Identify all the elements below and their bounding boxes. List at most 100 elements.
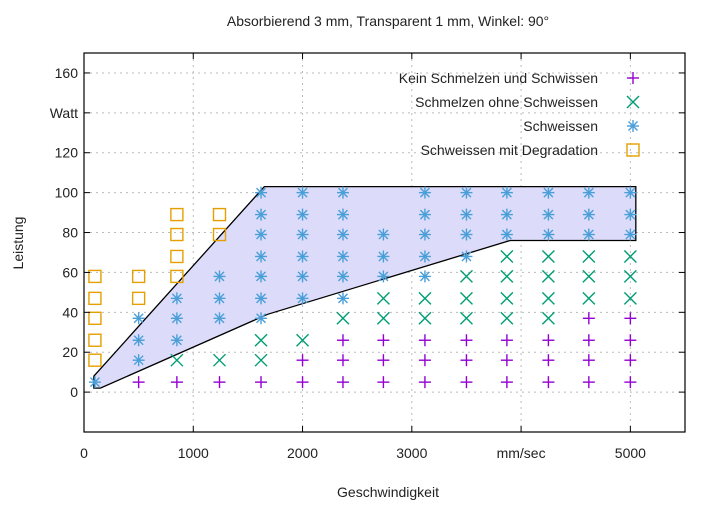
- point-plus: [460, 354, 473, 367]
- point-plus: [170, 376, 183, 389]
- point-star: [336, 250, 349, 263]
- legend-label: Schweissen: [523, 118, 598, 134]
- point-plus: [213, 376, 226, 389]
- point-star: [542, 186, 555, 199]
- point-star: [500, 208, 513, 221]
- x-tick-label: 5000: [615, 445, 646, 461]
- x-axis-label: Geschwindigkeit: [337, 484, 439, 500]
- point-star: [418, 250, 431, 263]
- point-star: [624, 228, 637, 241]
- point-plus: [418, 376, 431, 389]
- point-x: [541, 269, 555, 283]
- series-x: [170, 249, 637, 367]
- axis-ticks: 0 1000 2000 3000 mm/sec 5000 0 20 40 60 80 100 120 Wa…: [50, 53, 685, 461]
- point-star: [296, 228, 309, 241]
- point-star: [460, 250, 473, 263]
- series-square: [88, 207, 227, 367]
- point-plus: [624, 312, 637, 325]
- x-tick-label: 2000: [287, 445, 318, 461]
- point-star: [132, 334, 145, 347]
- point-square: [212, 207, 227, 222]
- x-tick-label: 1000: [178, 445, 209, 461]
- point-star: [336, 270, 349, 283]
- legend: Kein Schmelzen und Schwissen Schmelzen oh…: [399, 70, 640, 158]
- point-plus: [418, 334, 431, 347]
- point-x: [213, 353, 226, 367]
- legend-label: Schmelzen ohne Schweissen: [415, 94, 598, 110]
- point-star: [255, 292, 268, 305]
- point-plus: [582, 312, 595, 325]
- point-star: [377, 250, 390, 263]
- point-star: [582, 228, 595, 241]
- point-star: [418, 186, 431, 199]
- point-x: [170, 353, 184, 367]
- point-star: [582, 208, 595, 221]
- point-square: [170, 269, 184, 284]
- point-plus: [624, 354, 637, 367]
- point-x: [541, 291, 555, 305]
- point-star: [377, 270, 390, 283]
- point-x: [623, 291, 637, 305]
- point-x: [336, 311, 350, 325]
- point-star: [460, 228, 473, 241]
- point-star: [213, 292, 226, 305]
- point-star: [542, 208, 555, 221]
- point-square: [88, 333, 102, 347]
- point-star: [132, 354, 145, 367]
- legend-marker-x: [626, 95, 640, 109]
- point-x: [541, 311, 555, 325]
- point-x: [254, 353, 268, 367]
- point-star: [336, 292, 349, 305]
- point-x: [376, 311, 390, 325]
- point-plus: [377, 354, 390, 367]
- point-star: [88, 376, 101, 389]
- point-square: [88, 311, 102, 325]
- point-star: [170, 312, 183, 325]
- point-star: [296, 250, 309, 263]
- point-star: [213, 270, 226, 283]
- point-plus: [542, 334, 555, 347]
- point-star: [418, 208, 431, 221]
- point-plus: [460, 376, 473, 389]
- y-tick-label: Watt: [50, 105, 78, 121]
- point-square: [88, 353, 102, 367]
- point-x: [500, 311, 514, 325]
- point-plus: [624, 376, 637, 389]
- legend-label: Schweissen mit Degradation: [421, 142, 598, 158]
- point-star: [255, 186, 268, 199]
- point-plus: [624, 334, 637, 347]
- point-star: [170, 292, 183, 305]
- point-x: [500, 291, 514, 305]
- point-star: [624, 208, 637, 221]
- point-x: [418, 291, 432, 305]
- y-tick-label: 60: [62, 264, 78, 280]
- point-x: [418, 311, 432, 325]
- point-star: [460, 208, 473, 221]
- point-plus: [582, 354, 595, 367]
- point-x: [623, 249, 637, 263]
- point-star: [377, 228, 390, 241]
- chart-title: Absorbierend 3 mm, Transparent 1 mm, Win…: [227, 13, 549, 29]
- point-x: [459, 269, 473, 283]
- point-x: [296, 333, 310, 347]
- point-square: [131, 269, 146, 284]
- point-star: [255, 250, 268, 263]
- point-plus: [542, 354, 555, 367]
- plot-frame: [83, 52, 686, 433]
- point-plus: [582, 376, 595, 389]
- point-plus: [542, 376, 555, 389]
- point-x: [582, 291, 596, 305]
- point-star: [213, 312, 226, 325]
- point-star: [336, 228, 349, 241]
- point-star: [542, 228, 555, 241]
- point-square: [131, 291, 146, 306]
- y-axis-label: Leistung: [10, 217, 26, 270]
- point-square: [88, 291, 102, 306]
- y-tick-label: 80: [62, 225, 78, 241]
- point-square: [170, 207, 184, 222]
- x-tick-label: mm/sec: [497, 445, 546, 461]
- point-square: [170, 249, 184, 264]
- point-star: [336, 208, 349, 221]
- point-x: [500, 269, 514, 283]
